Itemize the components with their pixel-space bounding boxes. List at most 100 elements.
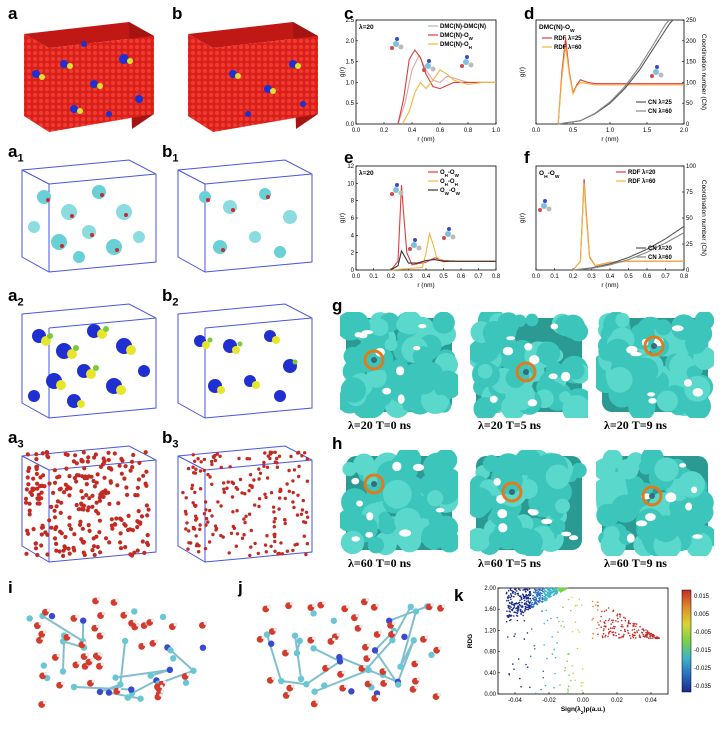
rdg-point (506, 610, 508, 612)
water-molecule (86, 523, 91, 528)
rdg-point (574, 621, 577, 623)
water-molecule (135, 525, 140, 530)
water-molecule (194, 467, 198, 471)
rdg-point (510, 598, 512, 601)
chart-e: 0.0 0.1 0.2 0.3 0.4 0.5 0.6 0.7 0.8 0 2 4 6 8 10 12 r (n… (339, 164, 501, 289)
rdg-point (510, 618, 512, 621)
water-molecule (52, 480, 58, 485)
rdg-point (633, 624, 635, 626)
x-tick-label: 0.2 (380, 128, 389, 134)
water-molecule (278, 496, 282, 500)
water-molecule (51, 490, 56, 495)
water-molecule (92, 552, 97, 558)
water-molecule (89, 474, 94, 479)
atom (336, 653, 343, 661)
plot-frame (497, 587, 669, 695)
rdg-point (510, 595, 513, 597)
water-molecule (45, 450, 50, 455)
x-axis-label: Sign(λ2)ρ(a.u.) (561, 705, 605, 716)
water-molecule (57, 549, 62, 554)
rdg-point (521, 610, 523, 613)
panel-label-h: h (332, 434, 343, 453)
x-tick-label: 0.02 (611, 698, 623, 704)
series-line (572, 232, 685, 271)
rdg-point (570, 609, 572, 612)
water-molecule (86, 505, 91, 510)
water-molecule (107, 501, 112, 506)
rdg-point (577, 629, 579, 631)
water-molecule (222, 487, 226, 491)
rdg-point (518, 603, 521, 606)
water-molecule (40, 523, 45, 528)
rdg-point (542, 676, 545, 679)
rdg-point (635, 623, 638, 625)
rdg-point (544, 684, 547, 687)
water-molecule (109, 467, 114, 472)
y2-tick-label: 200 (686, 39, 697, 45)
water-molecule (103, 536, 109, 541)
water-molecule (278, 487, 283, 491)
rdg-point (612, 631, 615, 633)
water-molecule (143, 450, 148, 455)
rdg-point (526, 606, 529, 609)
rdg-point (567, 692, 569, 694)
rdg-point (532, 603, 534, 606)
panel-label-a1: a1 (8, 142, 24, 165)
rdg-point (514, 611, 516, 613)
rdg-point (510, 602, 513, 605)
rdg-point (545, 590, 547, 593)
rdg-point (556, 591, 559, 593)
rdg-point (523, 602, 526, 605)
highlight-ring (515, 361, 537, 383)
water-molecule (219, 465, 223, 470)
water-molecule (67, 515, 72, 520)
rdg-point (558, 588, 560, 591)
molecular-structure-j (256, 598, 446, 708)
water-molecule (142, 550, 147, 555)
x-tick-label: 0.8 (464, 128, 473, 134)
x-tick-label: 1.5 (643, 128, 652, 134)
water-molecule (262, 464, 266, 468)
rdg-point (506, 596, 509, 598)
rdg-point (550, 587, 553, 590)
rdg-point (540, 688, 542, 691)
water-molecule (106, 450, 111, 455)
water-molecule (52, 536, 58, 541)
water-molecule (301, 498, 305, 503)
rdg-point (627, 621, 630, 624)
water-molecule (82, 552, 87, 558)
water-molecule (39, 532, 44, 537)
x-tick-label: 0.5 (439, 274, 448, 280)
water-molecule (35, 486, 40, 491)
water-molecule (190, 486, 194, 491)
water-molecule (243, 492, 247, 496)
rdg-point (536, 589, 539, 591)
water-molecule (257, 497, 262, 501)
water-molecule (190, 483, 195, 487)
rdg-point (543, 596, 546, 598)
rdg-point (564, 588, 566, 590)
y-tick-label: 0.5 (346, 101, 355, 107)
solvent-surface-snapshot (596, 450, 714, 556)
rdg-point (604, 634, 607, 637)
rdg-point (601, 636, 604, 639)
water-molecule (265, 465, 270, 469)
water-molecule (291, 479, 295, 483)
y-tick-label: 1.60 (484, 607, 496, 613)
water-molecule (214, 528, 218, 532)
rdg-point (527, 608, 529, 611)
water-molecule (247, 512, 252, 516)
rdg-point (624, 630, 627, 632)
water-molecule (256, 551, 260, 556)
water-molecule (54, 541, 59, 546)
rdg-point (543, 593, 546, 595)
y-tick-label: 0.0 (346, 122, 355, 128)
snapshot-caption: λ=20 T=5 ns (478, 418, 541, 432)
rdg-point (620, 625, 623, 628)
water-molecule (67, 551, 72, 556)
x-tick-label: 0.3 (587, 274, 596, 280)
rdg-point (612, 609, 615, 612)
water-molecule (305, 457, 309, 461)
water-molecule (108, 480, 113, 485)
water-molecule (130, 528, 135, 533)
